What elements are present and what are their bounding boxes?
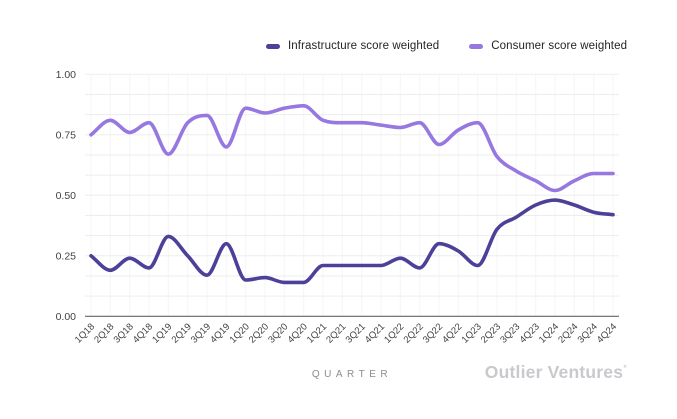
x-tick-label: 4Q18	[131, 321, 155, 345]
consumer-series-swatch-icon	[469, 43, 484, 49]
x-tick-label: 4Q19	[208, 321, 232, 345]
y-tick-label: 0.25	[56, 250, 77, 262]
x-tick-label: 1Q18	[73, 321, 97, 345]
x-tick-label: 1Q24	[537, 321, 561, 345]
legend-item-infrastructure[interactable]: Infrastructure score weighted	[266, 40, 439, 52]
x-tick-label: 4Q22	[440, 321, 464, 345]
x-tick-label: 2Q20	[247, 321, 271, 345]
x-axis-title: QUARTER	[311, 369, 393, 380]
y-tick-label: 0.75	[56, 129, 77, 141]
infrastructure-line[interactable]	[89, 198, 615, 285]
x-tick-label: 2Q19	[170, 321, 194, 345]
x-tick-label: 4Q21	[363, 321, 387, 345]
x-tick-label: 3Q19	[189, 321, 213, 345]
x-tick-label: 2Q21	[324, 321, 348, 345]
y-tick-label: 1.00	[56, 69, 77, 81]
x-tick-label: 1Q23	[460, 321, 484, 345]
x-tick-label: 3Q21	[344, 321, 368, 345]
brand-text: Outlier Ventures	[484, 362, 624, 382]
consumer-line[interactable]	[89, 104, 615, 193]
x-tick-label: 2Q24	[556, 321, 580, 345]
y-tick-label: 0.50	[56, 190, 77, 202]
x-tick-label: 1Q20	[228, 321, 252, 345]
chart-legend: Infrastructure score weighted Consumer s…	[266, 40, 627, 52]
legend-label-infrastructure: Infrastructure score weighted	[288, 40, 440, 52]
y-tick-label: 0.00	[56, 311, 77, 323]
x-tick-label: 2Q18	[92, 321, 116, 345]
x-tick-label: 1Q19	[150, 321, 174, 345]
x-tick-label: 4Q24	[595, 321, 619, 345]
legend-item-consumer[interactable]: Consumer score weighted	[469, 40, 627, 52]
outlier-ventures-logo: Outlier Ventures°	[485, 362, 627, 383]
x-tick-label: 2Q23	[479, 321, 503, 345]
legend-label-consumer: Consumer score weighted	[491, 40, 628, 52]
brand-mark-icon: °	[623, 363, 627, 374]
x-tick-label: 2Q22	[402, 321, 426, 345]
infrastructure-series-swatch-icon	[266, 43, 280, 49]
x-tick-label: 4Q20	[286, 321, 310, 345]
x-tick-label: 4Q23	[518, 321, 542, 345]
x-tick-label: 3Q18	[112, 321, 136, 345]
x-tick-label: 3Q20	[266, 321, 290, 345]
x-tick-label: 1Q21	[305, 321, 329, 345]
x-tick-label: 1Q22	[382, 321, 406, 345]
x-tick-label: 3Q24	[576, 321, 600, 345]
x-tick-label: 3Q23	[498, 321, 522, 345]
x-tick-label: 3Q22	[421, 321, 445, 345]
